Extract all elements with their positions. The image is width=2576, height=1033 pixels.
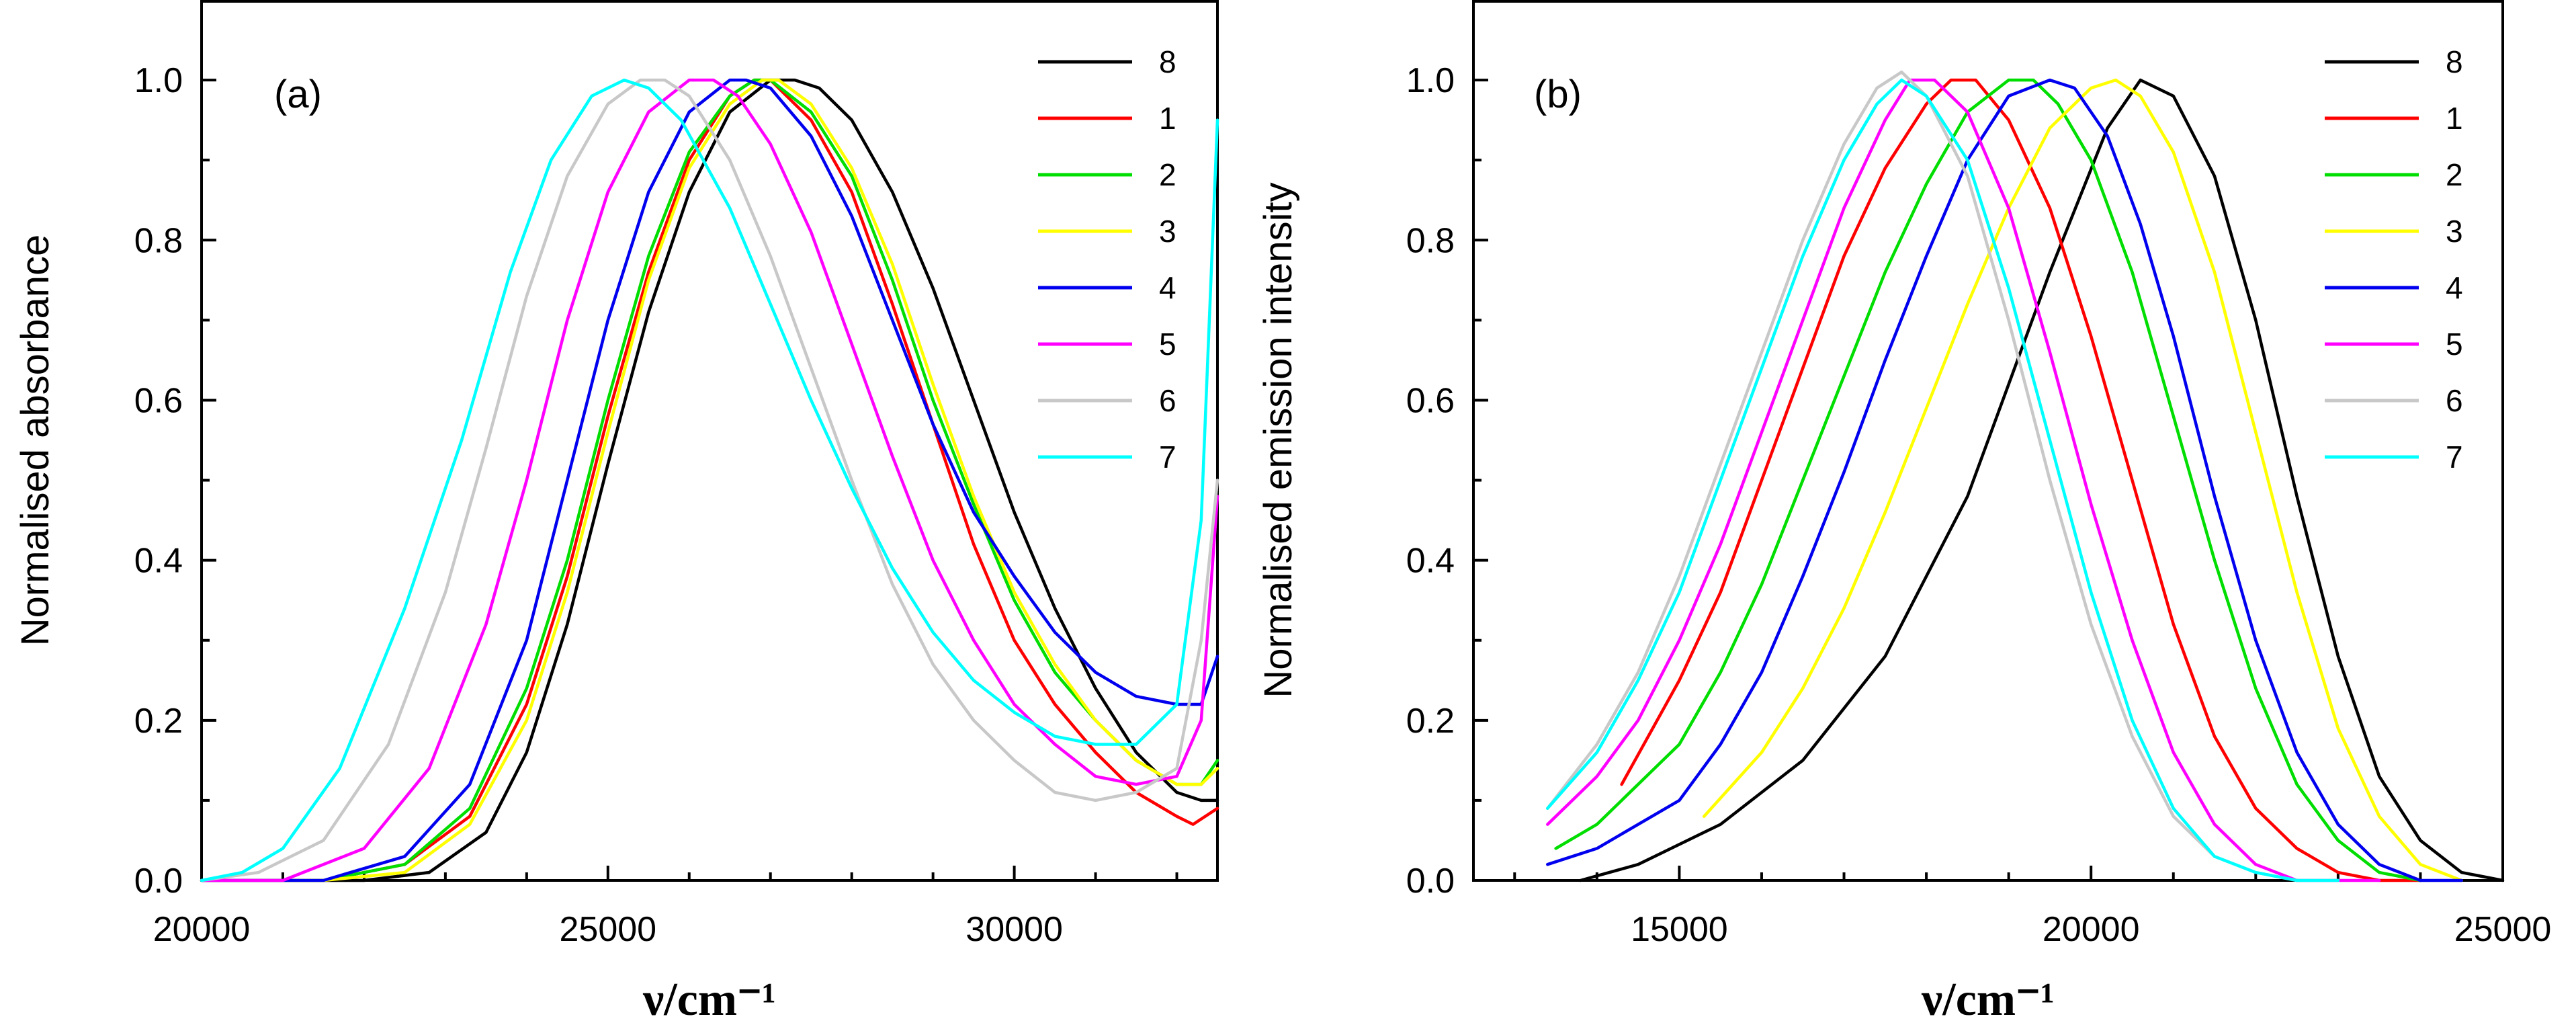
- panel-a-xtick-label: 20000: [153, 910, 251, 949]
- panel-b-legend-label-3: 3: [2446, 214, 2463, 249]
- panel-a-series-1-line: [200, 78, 1219, 882]
- panel-a-series-5-line: [200, 78, 1219, 882]
- panel-b-panel-label: (b): [1534, 73, 1582, 116]
- panel-a-xtick-label: 25000: [559, 910, 656, 949]
- panel-b-legend-label-5: 5: [2446, 327, 2463, 362]
- panel-b-ytick-label: 0.0: [1406, 862, 1455, 901]
- panel-b-legend-label-2: 2: [2446, 157, 2463, 192]
- panel-b-legend-label-4: 4: [2446, 270, 2463, 305]
- panel-b-xtick-label: 15000: [1631, 910, 1728, 949]
- panel-a-ytick-label: 0.2: [134, 702, 183, 741]
- panel-a-legend-label-7: 7: [1159, 440, 1176, 474]
- panel-a-legend-label-5: 5: [1159, 327, 1176, 362]
- panel-a-ytick-label: 0.6: [134, 381, 183, 420]
- panel-b-plot-frame: [1472, 0, 2504, 882]
- panel-b-xlabel: ν/cm⁻¹: [1921, 974, 2055, 1026]
- panel-b-ytick-label: 0.4: [1406, 542, 1455, 581]
- panel-b-ytick-label: 0.6: [1406, 381, 1455, 420]
- panel-a-legend-label-6: 6: [1159, 383, 1176, 418]
- panel-b-series-1-line: [1620, 78, 2422, 882]
- panel-b-legend-label-1: 1: [2446, 101, 2463, 136]
- panel-a-legend-label-4: 4: [1159, 270, 1176, 305]
- panel-a-ytick-label: 0.4: [134, 542, 183, 581]
- panel-a-series-7-line: [200, 78, 1219, 882]
- panel-a-series-6-line: [200, 78, 1219, 882]
- panel-a-series-3-line: [200, 78, 1219, 882]
- panel-b-series-5-line: [1546, 78, 2381, 882]
- panel-a-ytick-label: 1.0: [134, 61, 183, 100]
- panel-b-legend-label-8: 8: [2446, 44, 2463, 79]
- panel-a-ylabel: Normalised absorbance: [13, 235, 57, 647]
- panel-b-xtick-label: 25000: [2454, 910, 2552, 949]
- panel-b-series-8-line: [1579, 78, 2505, 882]
- panel-b-series-4-line: [1546, 78, 2463, 882]
- panel-a-panel-label: (a): [274, 73, 322, 116]
- panel-b-series-7-line: [1546, 78, 2340, 882]
- panel-b-ytick-label: 0.2: [1406, 702, 1455, 741]
- panel-a-series-4-line: [200, 78, 1219, 882]
- panel-b-series-3-line: [1702, 78, 2463, 882]
- panel-b-legend-label-6: 6: [2446, 383, 2463, 418]
- panel-a-plot-frame: [200, 0, 1219, 882]
- panel-b-series-2-line: [1554, 78, 2422, 882]
- panel-a-ytick-label: 0.8: [134, 221, 183, 260]
- panel-a-ytick-label: 0.0: [134, 862, 183, 901]
- panel-b-ylabel: Normalised emission intensity: [1256, 182, 1300, 698]
- panel-b-ytick-label: 0.8: [1406, 221, 1455, 260]
- panel-b-ytick-label: 1.0: [1406, 61, 1455, 100]
- panel-a-series-2-line: [200, 78, 1219, 882]
- panel-a-legend-label-3: 3: [1159, 214, 1176, 249]
- panel-a-xtick-label: 30000: [965, 910, 1063, 949]
- panel-b-legend-label-7: 7: [2446, 440, 2463, 474]
- panel-a-xlabel: ν/cm⁻¹: [642, 974, 776, 1026]
- panel-b-xtick-label: 20000: [2043, 910, 2140, 949]
- panel-a-legend-label-8: 8: [1159, 44, 1176, 79]
- panel-a-legend-label-1: 1: [1159, 101, 1176, 136]
- panel-a-legend-label-2: 2: [1159, 157, 1176, 192]
- panel-a-series-8-line: [200, 78, 1219, 882]
